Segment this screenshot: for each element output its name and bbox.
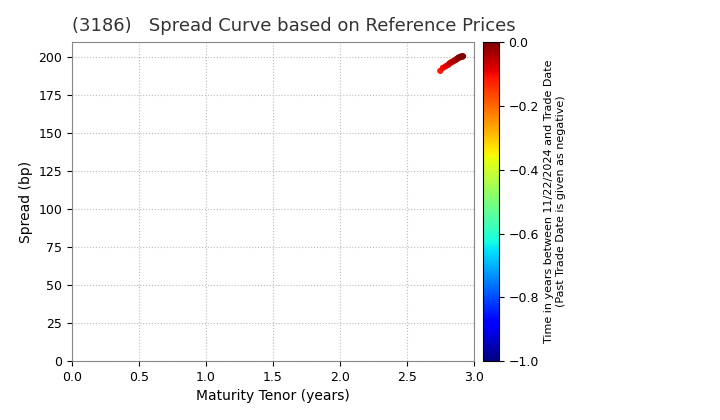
Point (451, 56, 462, 63)
Point (435, 68, 446, 74)
Point (445, 59, 456, 66)
Point (453, 55, 464, 61)
Point (454, 54, 465, 60)
Point (456, 53, 467, 60)
Point (454, 53, 466, 60)
Y-axis label: Time in years between 11/22/2024 and Trade Date
(Past Trade Date is given as neg: Time in years between 11/22/2024 and Tra… (544, 60, 566, 344)
Point (457, 53, 469, 60)
Point (440, 63, 451, 70)
Point (456, 53, 468, 60)
X-axis label: Maturity Tenor (years): Maturity Tenor (years) (196, 389, 350, 404)
Point (448, 58, 459, 64)
Point (452, 55, 464, 62)
Point (444, 60, 456, 67)
Point (454, 54, 465, 61)
Point (443, 61, 454, 68)
Text: (3186)   Spread Curve based on Reference Prices: (3186) Spread Curve based on Reference P… (72, 17, 516, 35)
Y-axis label: Spread (bp): Spread (bp) (19, 160, 33, 243)
Point (446, 58, 458, 65)
Point (455, 53, 467, 60)
Point (449, 57, 461, 63)
Point (451, 55, 463, 62)
Point (437, 65, 449, 71)
